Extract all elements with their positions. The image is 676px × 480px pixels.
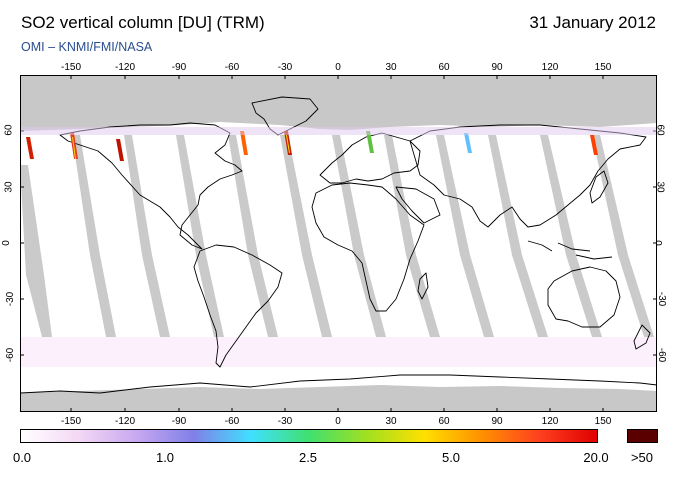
lat-tick-left: -60 [5,347,17,363]
low-so2-band [20,337,657,367]
madagascar-coast [417,272,429,300]
lat-tick-right: -60 [656,347,668,363]
colorbar-label: 5.0 [441,450,461,465]
map-date: 31 January 2012 [529,13,656,32]
lat-tick-left: -30 [5,291,17,307]
lon-tick-bottom: 30 [385,416,397,427]
indonesia-islands [527,240,613,260]
lon-tick-top: 150 [594,62,612,73]
lat-tick-left: 0 [0,240,12,246]
lon-tick-bottom: -60 [224,416,240,427]
lon-tick-top: 120 [541,62,559,73]
lon-tick-bottom: -150 [60,416,82,427]
data-credit: OMI – KNMI/FMI/NASA [21,40,153,54]
lon-tick-bottom: -120 [114,416,136,427]
lat-tick-right: -30 [656,291,668,307]
map-title: SO2 vertical column [DU] (TRM) [21,13,265,32]
colorbar-label: 20.0 [583,450,609,465]
lon-tick-bottom: 120 [541,416,559,427]
polar-no-data-north [20,75,657,131]
lon-tick-top: 90 [491,62,503,73]
colorbar-label: 0.0 [12,450,32,465]
africa-coast [311,182,425,312]
lon-tick-top: -30 [277,62,293,73]
lat-tick-left: 30 [3,181,15,193]
map-frame [20,75,657,412]
lon-tick-bottom: -90 [171,416,187,427]
lon-tick-bottom: 0 [335,416,341,427]
europe-coast [319,132,421,184]
lon-tick-bottom: 90 [491,416,503,427]
colorbar-label: 1.0 [155,450,175,465]
colorbar-gradient [20,429,598,443]
so2-world-map [20,75,657,412]
north-america-coast [59,122,243,250]
lon-tick-top: 30 [385,62,397,73]
lat-tick-left: 60 [3,124,15,136]
orbit-gap-stripes [20,135,654,337]
lon-tick-top: -90 [171,62,187,73]
lon-tick-bottom: 150 [594,416,612,427]
japan-coast [589,170,609,204]
lon-tick-bottom: 60 [438,416,450,427]
new-zealand-coast [633,324,651,350]
australia-coast [547,266,621,328]
colorbar-label: 2.5 [298,450,318,465]
colorbar-over-label: >50 [630,450,654,465]
lon-tick-top: 0 [335,62,341,73]
so2-hotspots [20,127,657,161]
arabia-coast [395,186,441,224]
colorbar-over-swatch [627,429,658,443]
lon-tick-top: -60 [224,62,240,73]
south-america-coast [193,244,283,368]
lon-tick-bottom: -30 [277,416,293,427]
lon-tick-top: 60 [438,62,450,73]
lon-tick-top: -120 [114,62,136,73]
lon-tick-top: -150 [60,62,82,73]
polar-no-data-south [20,385,657,412]
antarctica-coast [20,374,657,394]
